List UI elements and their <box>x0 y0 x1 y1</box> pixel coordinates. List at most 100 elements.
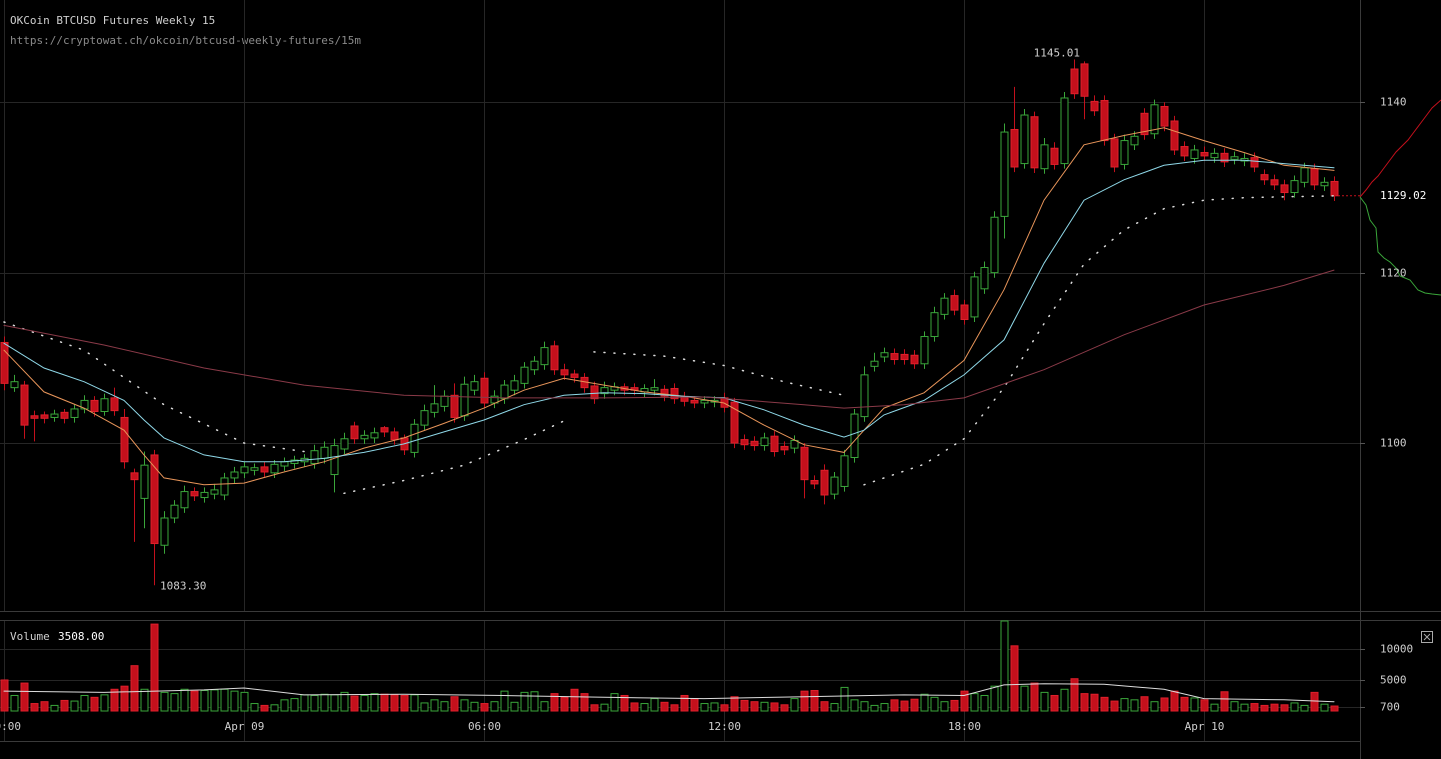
volume-bar <box>750 701 759 712</box>
candle-body <box>1040 144 1049 170</box>
volume-bar <box>1020 685 1029 712</box>
candle-body <box>1070 68 1079 95</box>
volume-bar <box>120 685 129 712</box>
volume-bar <box>470 701 479 712</box>
candle-body <box>700 399 709 404</box>
candle-body <box>590 385 599 400</box>
candle-body <box>1190 149 1199 159</box>
overlay-line <box>3 269 1335 409</box>
volume-bar <box>1290 702 1299 712</box>
candle-body <box>990 216 999 274</box>
last-price-label: 1129.02 <box>1380 189 1426 202</box>
candle-body <box>840 455 849 487</box>
volume-bar <box>530 691 539 712</box>
candle-body <box>130 472 139 481</box>
candle-body <box>150 454 159 545</box>
volume-bar <box>380 693 389 712</box>
volume-bar <box>820 701 829 712</box>
chart-title: OKCoin BTCUSD Futures Weekly 15 <box>10 14 215 27</box>
candle-body <box>200 491 209 499</box>
candle-body <box>220 477 229 496</box>
candle-body <box>1010 128 1019 168</box>
candle-body <box>650 387 659 391</box>
volume-bar <box>1330 705 1339 712</box>
candle-body <box>940 297 949 315</box>
candle-body <box>240 466 249 474</box>
candle-body <box>450 394 459 418</box>
volume-bar <box>710 702 719 712</box>
volume-bar <box>1070 678 1079 712</box>
candle-body <box>950 295 959 311</box>
y-tick-label: 10000 <box>1380 643 1413 656</box>
candle-body <box>460 383 469 417</box>
volume-bar <box>1000 620 1009 712</box>
volume-bar <box>780 704 789 712</box>
volume-bar <box>590 704 599 712</box>
volume-bar <box>940 701 949 712</box>
volume-bar <box>1230 701 1239 712</box>
volume-bar <box>150 623 159 712</box>
candle-body <box>760 437 769 447</box>
candle-body <box>1020 114 1029 165</box>
volume-bar <box>1050 694 1059 712</box>
candle-body <box>360 434 369 440</box>
candle-body <box>260 466 269 473</box>
volume-bar <box>720 704 729 712</box>
candle-body <box>1170 120 1179 151</box>
candle-body <box>1110 138 1119 168</box>
volume-bar <box>430 699 439 712</box>
candle-body <box>60 411 69 419</box>
volume-bar <box>630 702 639 712</box>
volume-bar <box>760 701 769 712</box>
volume-bar <box>1180 696 1189 712</box>
volume-bar <box>290 698 299 712</box>
volume-bar <box>210 689 219 712</box>
candle-body <box>270 463 279 474</box>
volume-bar <box>620 694 629 712</box>
volume-bar <box>400 694 409 712</box>
close-box[interactable] <box>1421 631 1433 643</box>
volume-bar <box>570 688 579 712</box>
volume-bar <box>1140 696 1149 712</box>
candle-body <box>190 491 199 497</box>
candle-body <box>110 397 119 412</box>
y-tick-label: 1100 <box>1380 437 1407 450</box>
y-tick-label: 1120 <box>1380 267 1407 280</box>
volume-bar <box>1300 704 1309 712</box>
x-tick-label: Apr 09 <box>225 720 265 733</box>
overlay-line <box>3 127 1335 486</box>
volume-bar <box>610 693 619 712</box>
volume-bar <box>140 688 149 712</box>
close-icon[interactable] <box>1423 633 1431 641</box>
volume-bar <box>1310 691 1319 712</box>
volume-bar <box>1280 704 1289 712</box>
volume-bar <box>110 688 119 712</box>
volume-bar <box>260 704 269 712</box>
candle-body <box>1310 168 1319 186</box>
candle-body <box>40 414 49 419</box>
candle-body <box>230 471 239 479</box>
candle-body <box>1320 181 1329 187</box>
volume-bar <box>560 696 569 712</box>
candle-body <box>740 439 749 446</box>
volume-bar <box>280 699 289 712</box>
volume-bar <box>320 693 329 712</box>
volume-bar <box>550 693 559 712</box>
candle-body <box>1210 152 1219 159</box>
y-tick-label: 700 <box>1380 701 1400 714</box>
low-label: 1083.30 <box>160 579 206 592</box>
depth-bids <box>1359 196 1441 296</box>
candle-body <box>1230 156 1239 160</box>
candle-body <box>690 399 699 404</box>
candle-body <box>1220 152 1229 163</box>
volume-bar <box>790 698 799 712</box>
volume-bar <box>10 694 19 712</box>
volume-bar <box>540 701 549 712</box>
candle-body <box>380 427 389 433</box>
volume-bar <box>910 698 919 712</box>
candle-body <box>540 347 549 366</box>
volume-bar <box>810 690 819 712</box>
candle-body <box>1150 104 1159 135</box>
close-button[interactable] <box>1421 631 1433 643</box>
volume-bar <box>730 696 739 712</box>
